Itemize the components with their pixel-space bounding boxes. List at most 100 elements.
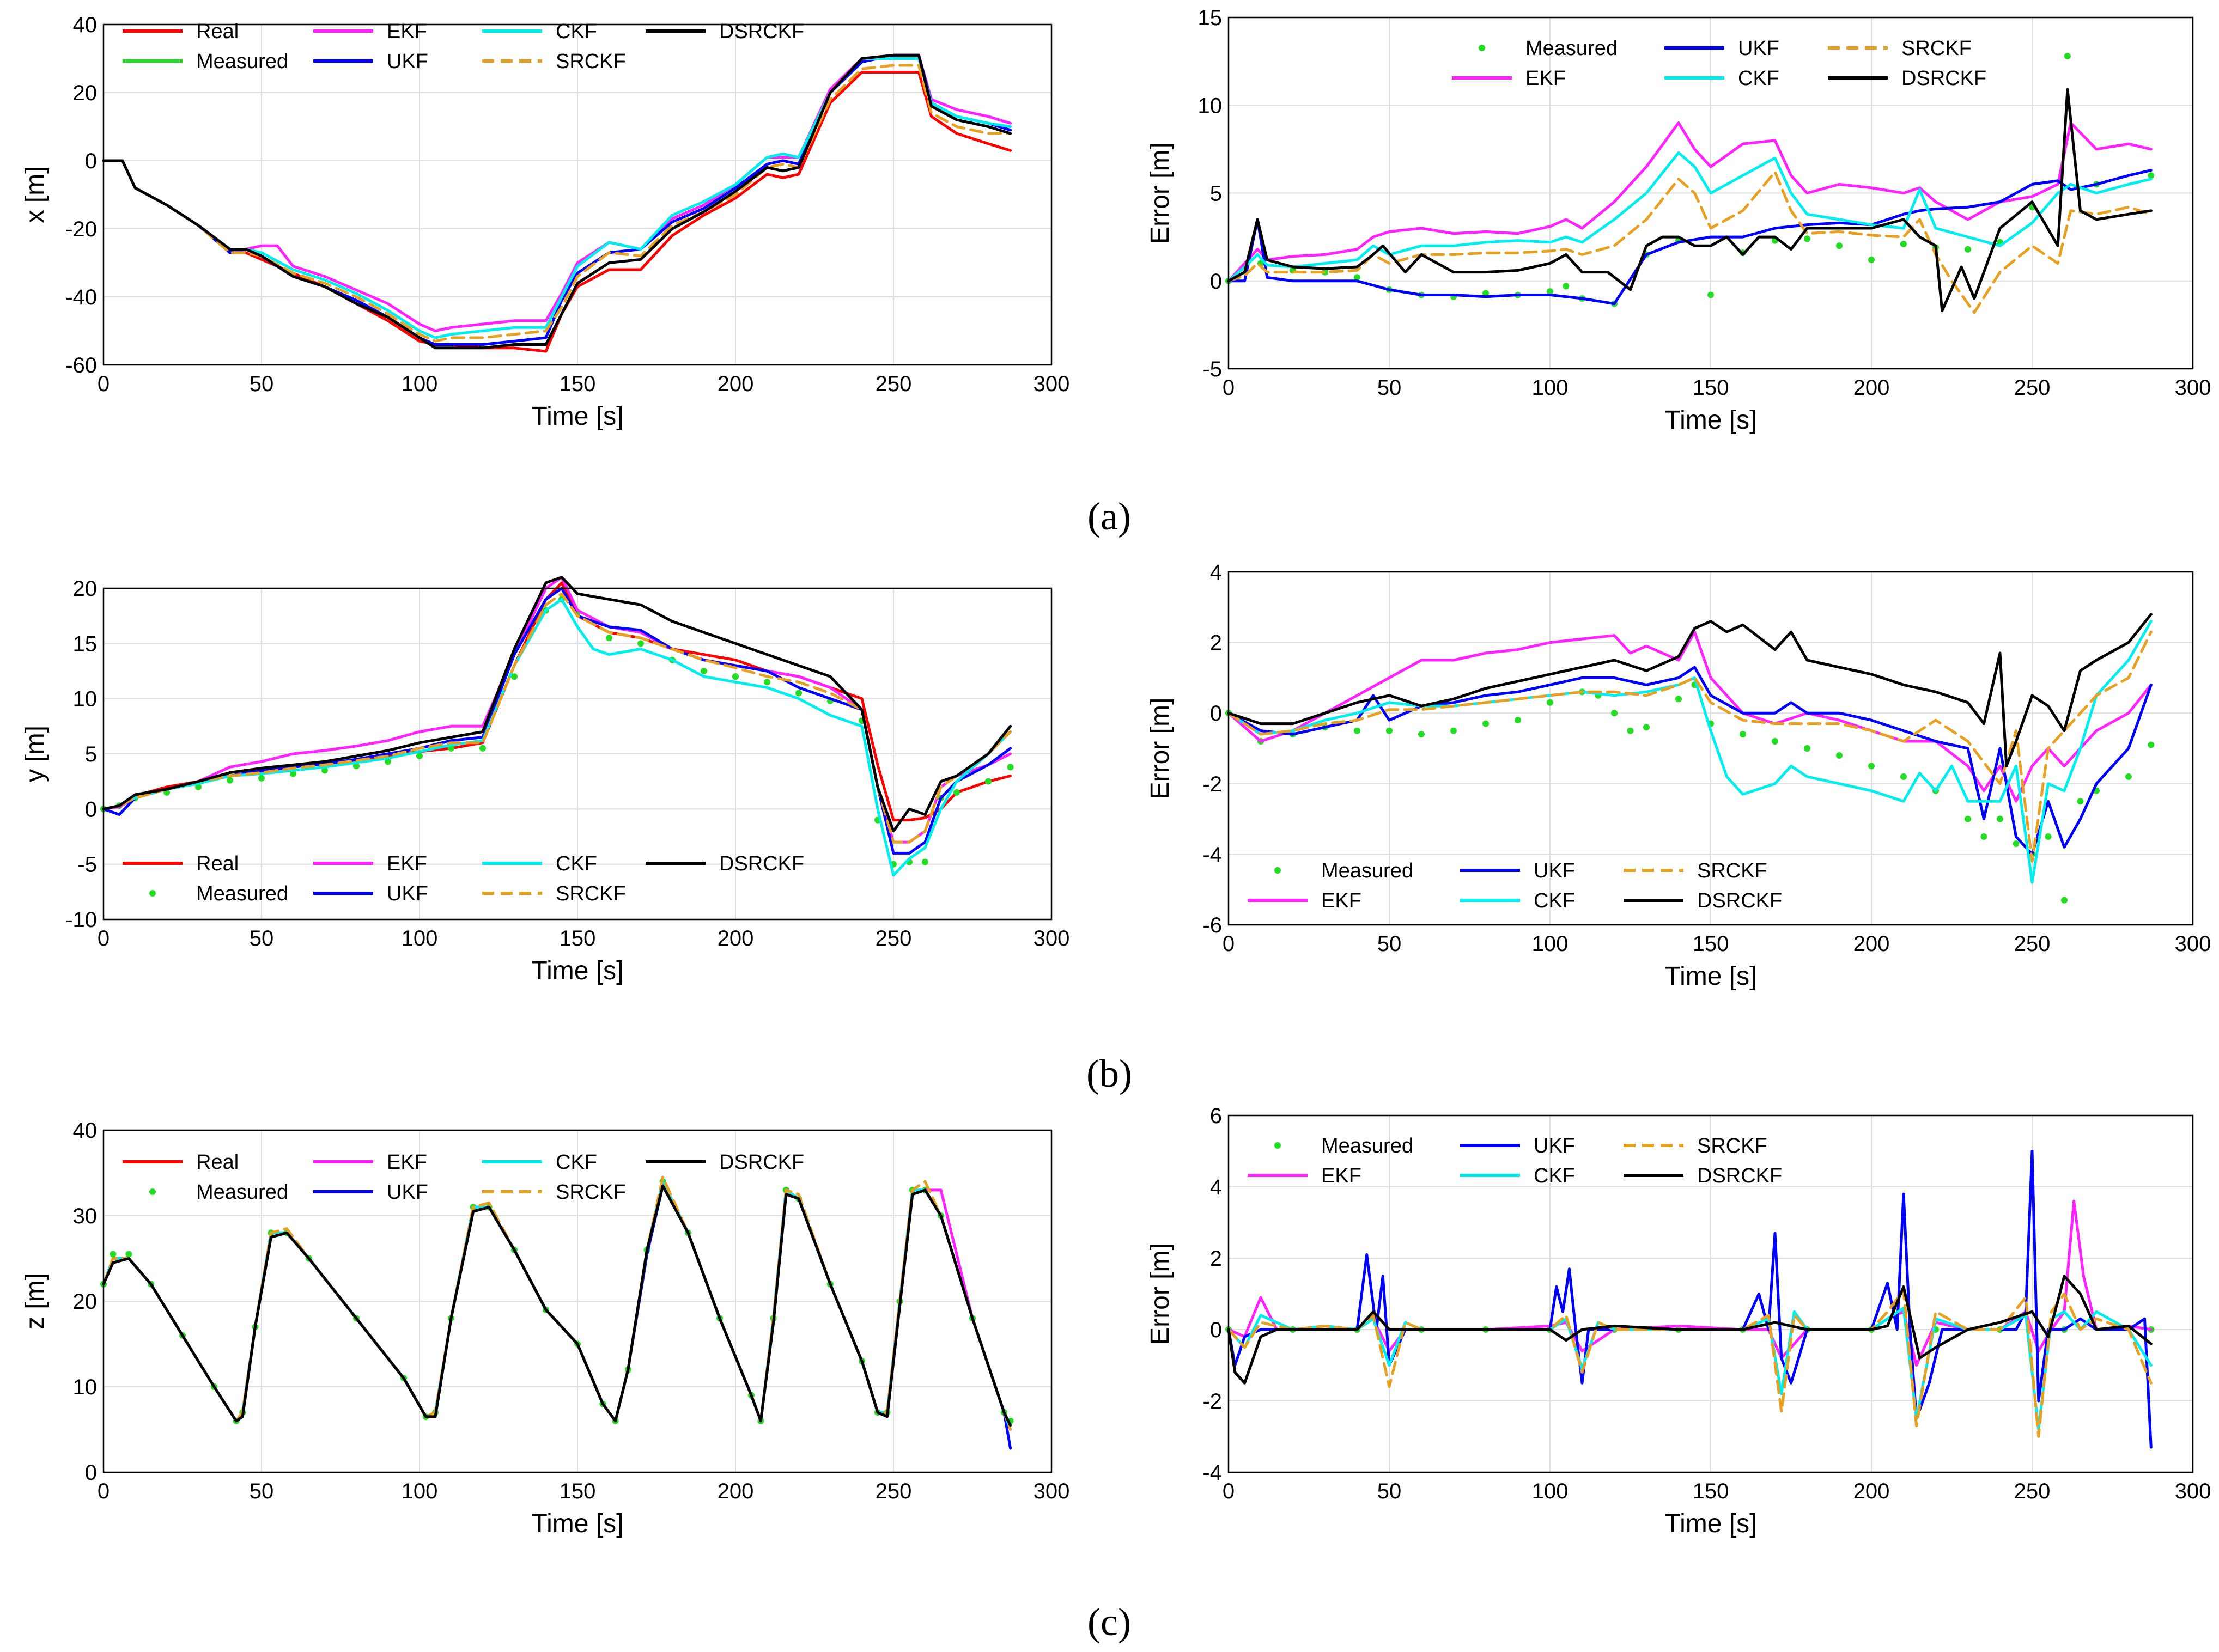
data-point <box>2148 172 2155 179</box>
legend-marker <box>149 1188 156 1195</box>
legend-label: EKF <box>1321 1165 1361 1187</box>
data-point <box>1965 246 1971 253</box>
series-real-line <box>102 1180 1012 1431</box>
y-tick-label: -2 <box>1202 1389 1222 1413</box>
y-tick-label: 10 <box>1198 94 1223 118</box>
data-point <box>1563 283 1570 290</box>
data-point <box>2064 52 2071 59</box>
series-srckf-line <box>102 1175 1012 1431</box>
data-point <box>1740 731 1746 738</box>
data-point <box>1643 724 1650 731</box>
legend: Real EKF CKF DSRCKF Measured UKF SRCKF <box>123 20 804 73</box>
data-point <box>1386 727 1393 734</box>
data-point <box>1980 833 1987 840</box>
data-point <box>2013 840 2020 847</box>
legend-label: Measured <box>1321 1135 1413 1157</box>
y-tick-label: 0 <box>1210 270 1222 294</box>
series-ckf-line <box>102 57 1012 339</box>
legend-label: SRCKF <box>556 50 626 73</box>
x-tick-label: 250 <box>2014 932 2051 956</box>
x-tick-label: 300 <box>2175 932 2211 956</box>
x-tick-label: 200 <box>718 372 754 396</box>
data-point <box>1868 763 1875 770</box>
legend: Real EKF CKF DSRCKF Measured UKF SRCKF <box>123 852 804 905</box>
data-point <box>2045 833 2052 840</box>
plot-frame <box>1227 571 2194 926</box>
series-dsrckf-line <box>1227 613 2153 767</box>
y-tick-label: -60 <box>65 353 97 377</box>
legend-label: EKF <box>387 852 427 875</box>
data-point <box>125 1251 132 1258</box>
x-tick-label: 300 <box>2175 376 2211 400</box>
legend-label: Measured <box>196 882 288 905</box>
data-point <box>732 673 739 680</box>
series-srckf-line <box>102 64 1012 343</box>
legend-marker <box>1479 45 1485 51</box>
series-dsrckf-line <box>1227 1275 2153 1385</box>
data-point <box>795 690 802 697</box>
data-point <box>606 635 612 642</box>
x-tick-label: 300 <box>1033 372 1070 396</box>
y-axis-label: Error [m] <box>1146 1243 1175 1345</box>
x-tick-label: 50 <box>1377 376 1402 400</box>
y-axis-label: Error [m] <box>1146 142 1175 244</box>
x-tick-label: 150 <box>1693 932 1729 956</box>
y-tick-label: 20 <box>73 577 98 601</box>
data-point <box>1450 727 1457 734</box>
data-point <box>1900 241 1907 248</box>
y-tick-label: 10 <box>73 1375 98 1399</box>
data-point <box>1611 710 1618 717</box>
y-tick-label: 0 <box>85 149 97 173</box>
data-point <box>985 778 992 785</box>
data-point <box>416 753 423 760</box>
y-tick-label: 30 <box>73 1204 98 1228</box>
data-point <box>195 783 202 790</box>
series-ukf-line <box>102 587 1012 855</box>
legend-label: UKF <box>387 50 428 73</box>
legend-label: UKF <box>1738 37 1779 60</box>
y-tick-label: -2 <box>1202 772 1222 796</box>
legend-label: DSRCKF <box>1697 889 1782 912</box>
data-point <box>511 673 518 680</box>
y-tick-label: -10 <box>65 908 97 932</box>
legend-label: Real <box>196 1151 239 1174</box>
y-tick-label: 0 <box>1210 1318 1222 1342</box>
series-measured-points <box>100 596 1014 868</box>
series-ukf-line <box>1227 666 2153 856</box>
x-tick-label: 200 <box>1853 376 1890 400</box>
data-point <box>1707 291 1714 298</box>
y-axis-label: x [m] <box>21 167 50 223</box>
data-point <box>2061 897 2068 904</box>
y-tick-label: -40 <box>65 285 97 309</box>
data-point <box>110 1251 117 1258</box>
legend-label: Real <box>196 20 239 43</box>
x-tick-label: 0 <box>98 1479 110 1503</box>
x-tick-label: 150 <box>560 1479 596 1503</box>
y-tick-label: 2 <box>1210 631 1222 655</box>
data-point <box>1804 235 1810 242</box>
x-axis-label: Time [s] <box>532 956 624 985</box>
x-tick-label: 150 <box>1693 1479 1729 1503</box>
series-ukf-line <box>102 1184 1012 1450</box>
x-tick-label: 100 <box>1532 1479 1569 1503</box>
x-axis-label: Time [s] <box>1665 962 1757 991</box>
legend-label: EKF <box>1525 67 1566 90</box>
series-srckf-line <box>102 592 1012 844</box>
y-tick-label: 5 <box>85 742 97 766</box>
x-tick-label: 100 <box>1532 376 1569 400</box>
chart-c-z-error: 0 50 100 150 200 250 300 -4 -2 0 2 4 6 Time [s] Error … <box>1146 1104 2211 1538</box>
x-tick-label: 100 <box>402 372 438 396</box>
data-point <box>922 858 928 865</box>
data-point <box>1627 727 1634 734</box>
data-point <box>1675 696 1682 703</box>
data-point <box>479 745 486 752</box>
legend-label: CKF <box>1738 67 1779 90</box>
data-point <box>1772 738 1778 745</box>
data-point <box>2077 798 2084 805</box>
x-tick-label: 0 <box>98 926 110 950</box>
series-ekf-line <box>102 576 1012 844</box>
x-tick-label: 50 <box>250 926 274 950</box>
data-point <box>637 640 644 647</box>
